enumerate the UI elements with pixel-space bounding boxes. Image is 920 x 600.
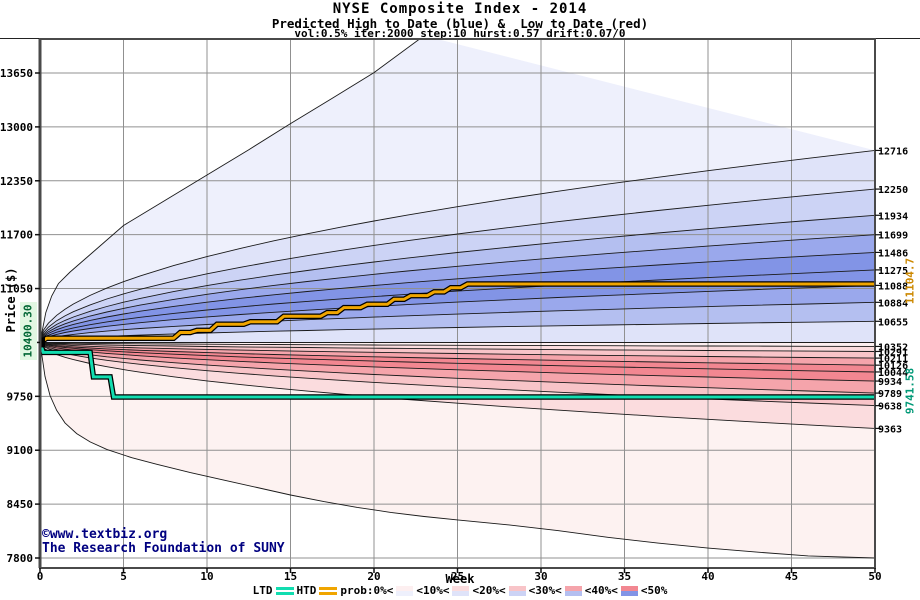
x-tick-label: 35 (618, 570, 631, 583)
watermark-site: ©www.textbiz.org (42, 527, 168, 542)
y-tick-label: 13000 (0, 121, 33, 134)
x-tick-label: 5 (120, 570, 127, 583)
right-value-label: 11486 (878, 248, 908, 259)
right-value-label: 10655 (878, 317, 908, 328)
x-tick-label: 25 (451, 570, 464, 583)
red-band-8 (40, 342, 875, 429)
htd-line (40, 282, 875, 344)
right-value-label: 10126 (878, 361, 908, 372)
legend-htd-label: HTD (296, 584, 317, 597)
right-value-label: 10291 (878, 347, 908, 358)
right-value-label: 11699 (878, 231, 908, 242)
prob-swatch-4 (564, 585, 582, 596)
x-tick-label: 10 (200, 570, 213, 583)
htd-swatch (319, 586, 338, 595)
right-value-label: 10352 (878, 342, 908, 353)
y-tick-label: 12350 (0, 175, 33, 188)
legend-band-label-2: <20%< (472, 584, 506, 597)
watermark-org: The Research Foundation of SUNY (42, 541, 285, 556)
legend-band-label-4: <40%< (584, 584, 618, 597)
x-axis-title: Week (445, 572, 475, 586)
y-tick-label: 11050 (0, 283, 33, 296)
right-value-label: 12250 (878, 185, 908, 196)
y-tick-labels: 7800 8450 9100 9750 11050 11700 12350 13000 1365… (0, 67, 33, 565)
blue-band-5 (40, 252, 875, 343)
y-tick-label: 13650 (0, 67, 33, 80)
right-value-label: 10211 (878, 354, 908, 365)
right-value-label: 11088 (878, 281, 908, 292)
watermark: ©www.textbiz.org The Research Foundation… (42, 528, 285, 556)
prob-swatch-1 (396, 585, 414, 596)
x-tick-label: 15 (284, 570, 297, 583)
y-tick-label: 9750 (7, 390, 34, 403)
htd-final-value-label: 11104.7 (903, 257, 917, 305)
right-value-label: 9363 (878, 424, 902, 435)
red-band-5 (40, 342, 875, 382)
x-tick-label: 0 (37, 570, 44, 583)
y-tick-label: 7800 (7, 552, 34, 565)
prob-swatch-2 (452, 585, 470, 596)
x-tick-labels: 0 5 10 15 20 25 30 35 40 45 50 (37, 570, 882, 583)
red-band-4 (40, 342, 875, 372)
chart-subtitle: Predicted High to Date (blue) & Low to D… (271, 16, 649, 31)
ltd-line (40, 341, 875, 399)
x-tick-label: 50 (868, 570, 881, 583)
blue-band-1 (40, 150, 875, 343)
chart-title: NYSE Composite Index - 2014 (332, 1, 588, 17)
blue-band-2 (40, 189, 875, 343)
right-value-labels: 12716 12250 11934 11699 11486 11275 11088 10884… (875, 146, 908, 435)
right-value-label: 9789 (878, 389, 902, 400)
right-value-label: 11275 (878, 266, 908, 277)
simulation-params: vol:0.5% iter:2000 step:10 hurst:0.57 dr… (294, 27, 626, 40)
start-marker (40, 337, 45, 348)
legend-ltd-label: LTD (252, 584, 273, 597)
legend-band-label-3: <30%< (528, 584, 562, 597)
right-value-label: 12716 (878, 146, 908, 157)
x-tick-label: 40 (701, 570, 714, 583)
x-tick-label: 20 (367, 570, 380, 583)
red-band-6 (40, 342, 875, 394)
right-value-label: 9934 (878, 377, 902, 388)
right-value-label: 10044 (878, 368, 908, 379)
blue-band-6 (40, 269, 875, 343)
y-axis-title: Price ($) (4, 267, 18, 333)
legend-prob-label: prob:0%< (340, 584, 394, 597)
right-value-label: 9638 (878, 402, 902, 413)
prob-swatch-3 (508, 585, 526, 596)
ltd-swatch (275, 586, 294, 595)
legend: LTD HTD prob:0%< <10%< <20%< <30%< <40%< <50% (0, 584, 920, 597)
ltd-final-value-label: 9741.58 (903, 367, 917, 415)
x-tick-label: 30 (534, 570, 547, 583)
y-tick-label: 9100 (7, 444, 34, 457)
tick-marks (35, 72, 876, 573)
y-tick-label: 8450 (7, 498, 34, 511)
legend-band-label-1: <10%< (416, 584, 450, 597)
plot-area (40, 39, 875, 568)
x-tick-label: 45 (785, 570, 798, 583)
blue-band-4 (40, 234, 875, 343)
blue-band-3 (40, 215, 875, 343)
start-value-label: 10400.30 (20, 302, 36, 360)
red-band-7 (40, 342, 875, 406)
prob-swatch-5 (620, 585, 638, 596)
y-tick-label: 11700 (0, 229, 33, 242)
legend-band-label-5: <50% (640, 584, 668, 597)
right-value-label: 11934 (878, 211, 908, 222)
right-value-label: 10884 (878, 298, 908, 309)
